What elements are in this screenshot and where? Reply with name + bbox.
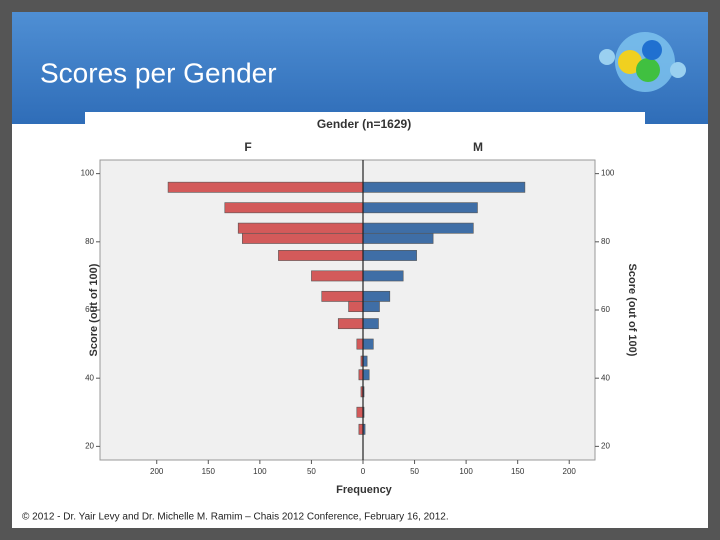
x-tick-label: 200 [150, 467, 164, 476]
bar [362, 318, 379, 330]
y-axis-title: Score (out of 100) [626, 264, 638, 357]
bar [362, 222, 474, 234]
bar [362, 270, 404, 282]
x-tick-label: 200 [563, 467, 577, 476]
footer: © 2012 - Dr. Yair Levy and Dr. Michelle … [22, 512, 449, 523]
y-tick-label: 40 [601, 373, 610, 382]
bar [362, 355, 368, 367]
header-bar [12, 12, 708, 124]
bar [167, 181, 364, 193]
bar [356, 338, 364, 350]
x-tick-label: 50 [410, 467, 419, 476]
bar [362, 301, 380, 313]
x-tick-label: 50 [307, 467, 316, 476]
bar [362, 369, 370, 381]
bar [311, 270, 364, 282]
x-tick-label: 100 [459, 467, 473, 476]
y-tick-label: 20 [85, 441, 94, 450]
bar [362, 232, 434, 244]
bar [356, 406, 364, 418]
bar [358, 423, 364, 435]
bar [362, 290, 391, 302]
x-tick-label: 150 [202, 467, 216, 476]
bar [224, 202, 364, 214]
y-tick-label: 80 [85, 237, 94, 246]
x-tick-label: 0 [361, 467, 366, 476]
bar [348, 301, 364, 313]
slide-title: Scores per Gender [40, 57, 277, 88]
bar [321, 290, 364, 302]
y-tick-label: 100 [81, 169, 95, 178]
legend-label: M [473, 140, 483, 154]
y-tick-label: 60 [601, 305, 610, 314]
x-tick-label: 100 [253, 467, 267, 476]
bar [362, 338, 374, 350]
x-axis-title: Frequency [336, 484, 393, 496]
logo [599, 32, 686, 92]
y-tick-label: 100 [601, 169, 615, 178]
x-tick-label: 150 [511, 467, 525, 476]
bar [242, 232, 364, 244]
y-tick-label: 20 [601, 441, 610, 450]
bar [362, 202, 478, 214]
chart-title: Gender (n=1629) [317, 117, 411, 131]
y-tick-label: 40 [85, 373, 94, 382]
y-tick-label: 60 [85, 305, 94, 314]
bar [278, 250, 364, 261]
bar [362, 181, 526, 193]
bar [337, 318, 364, 330]
y-tick-label: 80 [601, 237, 610, 246]
y-axis-title: Score (out of 100) [88, 263, 100, 356]
bar [237, 222, 364, 234]
bar [362, 250, 417, 261]
bar [358, 369, 364, 381]
legend-label: F [244, 140, 251, 154]
